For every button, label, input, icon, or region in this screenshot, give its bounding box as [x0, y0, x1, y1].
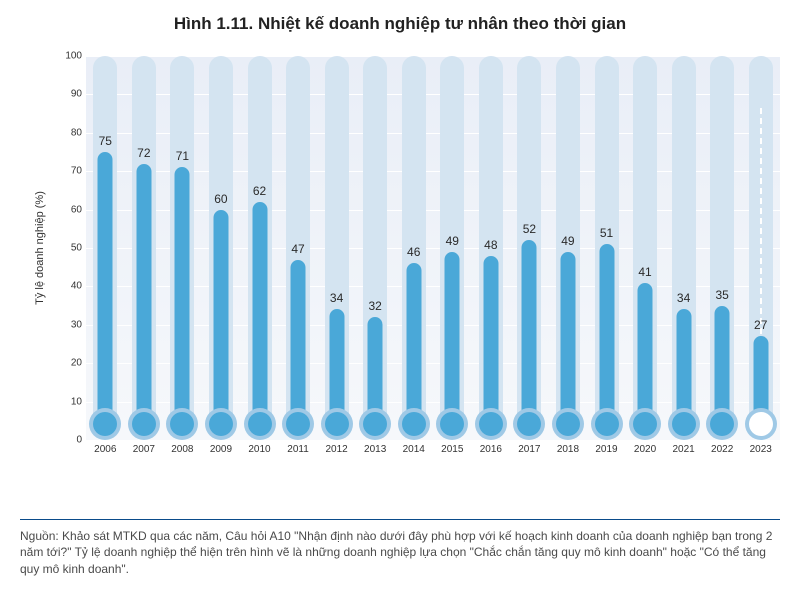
thermo-value-label: 49 — [561, 234, 574, 248]
thermo-bulb-inner — [633, 412, 657, 436]
y-tick-label: 80 — [56, 127, 82, 138]
thermo-bulb-inner — [170, 412, 194, 436]
x-tick-label: 2023 — [750, 444, 772, 455]
thermo-bulb-inner — [402, 412, 426, 436]
thermo-bulb-inner — [325, 412, 349, 436]
source-footer: Nguồn: Khảo sát MTKD qua các năm, Câu hỏ… — [0, 509, 800, 592]
thermo-bulb-inner — [749, 412, 773, 436]
thermo-bulb-inner — [517, 412, 541, 436]
thermo-fill — [406, 263, 421, 429]
x-tick-label: 2022 — [711, 444, 733, 455]
x-axis-labels: 2006 2007 2008 2009 2010 2011 2012 2013 2014 2015… — [86, 444, 780, 464]
thermo-fill — [599, 244, 614, 429]
thermo-fill — [98, 152, 113, 429]
y-tick-label: 20 — [56, 358, 82, 369]
thermo-bulb-inner — [710, 412, 734, 436]
thermo-value-label: 51 — [600, 226, 613, 240]
thermo-fill — [291, 260, 306, 429]
y-axis-labels: 0102030405060708090100 — [56, 56, 82, 440]
thermo-value-label: 34 — [677, 291, 690, 305]
thermo-fill — [136, 164, 151, 429]
thermo-value-label: 72 — [137, 146, 150, 160]
y-tick-label: 70 — [56, 166, 82, 177]
thermo-value-label: 35 — [715, 288, 728, 302]
x-tick-label: 2013 — [364, 444, 386, 455]
thermo-value-label: 47 — [291, 242, 304, 256]
thermo-bulb-inner — [556, 412, 580, 436]
x-tick-label: 2011 — [287, 444, 309, 455]
thermo-bulb-inner — [363, 412, 387, 436]
x-tick-label: 2008 — [171, 444, 193, 455]
thermo-value-label: 48 — [484, 238, 497, 252]
thermo-value-label: 62 — [253, 184, 266, 198]
thermo-bulb-inner — [479, 412, 503, 436]
thermo-fill — [252, 202, 267, 429]
thermometer-group: 75 72 71 60 62 47 34 32 46 49 48 52 49 51 41 34 35 27 — [86, 56, 780, 440]
thermo-fill — [522, 240, 537, 429]
x-tick-label: 2006 — [94, 444, 116, 455]
x-tick-label: 2015 — [441, 444, 463, 455]
thermo-bulb-inner — [672, 412, 696, 436]
thermo-fill — [560, 252, 575, 429]
thermo-fill — [213, 210, 228, 429]
y-tick-label: 50 — [56, 243, 82, 254]
y-tick-label: 0 — [56, 435, 82, 446]
thermo-fill — [445, 252, 460, 429]
x-tick-label: 2016 — [480, 444, 502, 455]
thermo-value-label: 27 — [754, 318, 767, 332]
plot-region: 75 72 71 60 62 47 34 32 46 49 48 52 49 51 41 34 35 27 — [86, 56, 780, 440]
thermo-bulb-inner — [248, 412, 272, 436]
thermo-bulb-inner — [132, 412, 156, 436]
thermo-dashed-line — [760, 108, 762, 334]
chart-area: Tỷ lệ doanh nghiệp (%) 01020304050607080… — [56, 56, 780, 470]
thermo-bulb-inner — [209, 412, 233, 436]
thermo-bulb-inner — [440, 412, 464, 436]
y-tick-label: 10 — [56, 396, 82, 407]
x-tick-label: 2018 — [557, 444, 579, 455]
x-tick-label: 2019 — [595, 444, 617, 455]
thermo-bulb-inner — [93, 412, 117, 436]
footer-rule — [20, 519, 780, 520]
thermo-bulb-inner — [286, 412, 310, 436]
x-tick-label: 2009 — [210, 444, 232, 455]
thermo-value-label: 32 — [368, 299, 381, 313]
chart-title: Hình 1.11. Nhiệt kế doanh nghiệp tư nhân… — [0, 0, 800, 42]
y-tick-label: 60 — [56, 204, 82, 215]
thermo-value-label: 34 — [330, 291, 343, 305]
thermo-value-label: 75 — [99, 134, 112, 148]
y-tick-label: 30 — [56, 319, 82, 330]
x-tick-label: 2007 — [133, 444, 155, 455]
x-tick-label: 2014 — [403, 444, 425, 455]
thermo-value-label: 60 — [214, 192, 227, 206]
y-tick-label: 90 — [56, 89, 82, 100]
x-tick-label: 2017 — [518, 444, 540, 455]
y-tick-label: 100 — [56, 51, 82, 62]
thermo-bulb-inner — [595, 412, 619, 436]
y-tick-label: 40 — [56, 281, 82, 292]
x-tick-label: 2010 — [248, 444, 270, 455]
gridline — [86, 440, 780, 441]
x-tick-label: 2021 — [672, 444, 694, 455]
source-text: Nguồn: Khảo sát MTKD qua các năm, Câu hỏ… — [20, 528, 780, 578]
thermo-fill — [175, 167, 190, 429]
thermo-value-label: 41 — [638, 265, 651, 279]
thermo-value-label: 52 — [523, 222, 536, 236]
x-tick-label: 2012 — [325, 444, 347, 455]
thermo-value-label: 49 — [446, 234, 459, 248]
x-tick-label: 2020 — [634, 444, 656, 455]
thermo-fill — [483, 256, 498, 429]
thermo-value-label: 71 — [176, 149, 189, 163]
y-axis-title: Tỷ lệ doanh nghiệp (%) — [34, 191, 46, 305]
thermo-value-label: 46 — [407, 245, 420, 259]
